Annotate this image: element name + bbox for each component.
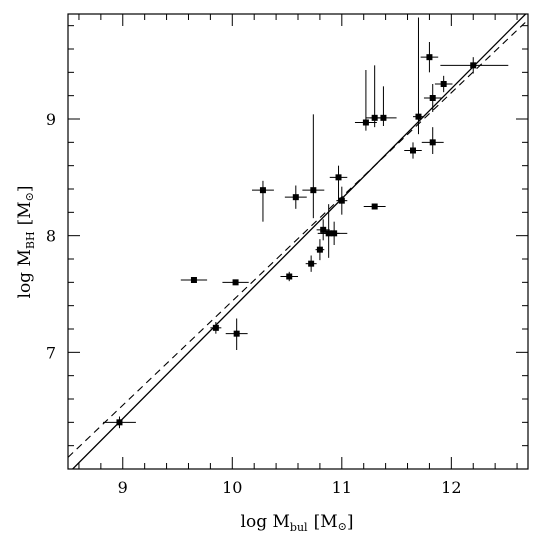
data-point	[380, 114, 387, 121]
data-point	[335, 174, 342, 181]
x-tick-label: 11	[332, 478, 352, 497]
data-point	[232, 279, 239, 286]
error-bars	[103, 17, 509, 429]
fit-lines	[68, 14, 528, 469]
x-axis-title-sub: bul	[290, 521, 308, 534]
data-point	[320, 226, 327, 233]
data-point	[316, 246, 323, 253]
x-axis-title-unit: [M	[314, 512, 338, 532]
tick-labels: 9 10 11 12 7 8 9	[46, 110, 462, 497]
data-point	[470, 62, 477, 69]
data-point	[308, 260, 315, 267]
data-point	[116, 419, 123, 426]
data-point	[426, 54, 433, 61]
data-point	[331, 230, 338, 237]
y-axis-title-unit: [M	[15, 201, 35, 225]
y-tick-label: 8	[46, 227, 56, 246]
data-point	[371, 114, 378, 121]
x-tick-label: 10	[222, 478, 242, 497]
y-axis-title-main: log M	[15, 249, 35, 298]
data-point	[338, 197, 345, 204]
data-point	[410, 147, 416, 154]
data-point	[415, 113, 422, 120]
x-axis-title-unit-close: ]	[347, 512, 354, 532]
data-point	[440, 81, 447, 87]
y-tick-label: 7	[46, 343, 56, 362]
data-point	[310, 187, 317, 194]
x-tick-label: 12	[441, 478, 461, 497]
data-point	[259, 187, 266, 194]
x-tick-label: 9	[118, 478, 128, 497]
data-point	[362, 119, 369, 126]
plot-frame	[67, 13, 529, 470]
fit-line-solid	[71, 14, 527, 469]
y-axis-title-unit-close: ]	[15, 186, 35, 193]
data-points	[116, 54, 477, 426]
y-axis-sun-symbol: ⊙	[23, 192, 36, 201]
data-point	[429, 95, 436, 101]
data-point	[233, 330, 240, 337]
fit-line-dashed	[68, 19, 528, 458]
data-point	[371, 203, 378, 210]
data-point	[429, 139, 436, 146]
data-point	[292, 194, 299, 201]
y-tick-label: 9	[46, 110, 56, 129]
axis-ticks	[68, 14, 528, 470]
data-point	[325, 230, 332, 237]
y-axis-title: log MBH [M⊙]	[15, 186, 37, 299]
data-point	[190, 277, 197, 283]
x-axis-title-main: log M	[241, 512, 290, 532]
x-axis-sun-symbol: ⊙	[338, 520, 347, 533]
x-axis-title: log Mbul [M⊙]	[241, 512, 354, 534]
data-point	[212, 324, 219, 331]
data-point	[286, 273, 293, 280]
y-axis-title-sub: BH	[24, 231, 37, 249]
